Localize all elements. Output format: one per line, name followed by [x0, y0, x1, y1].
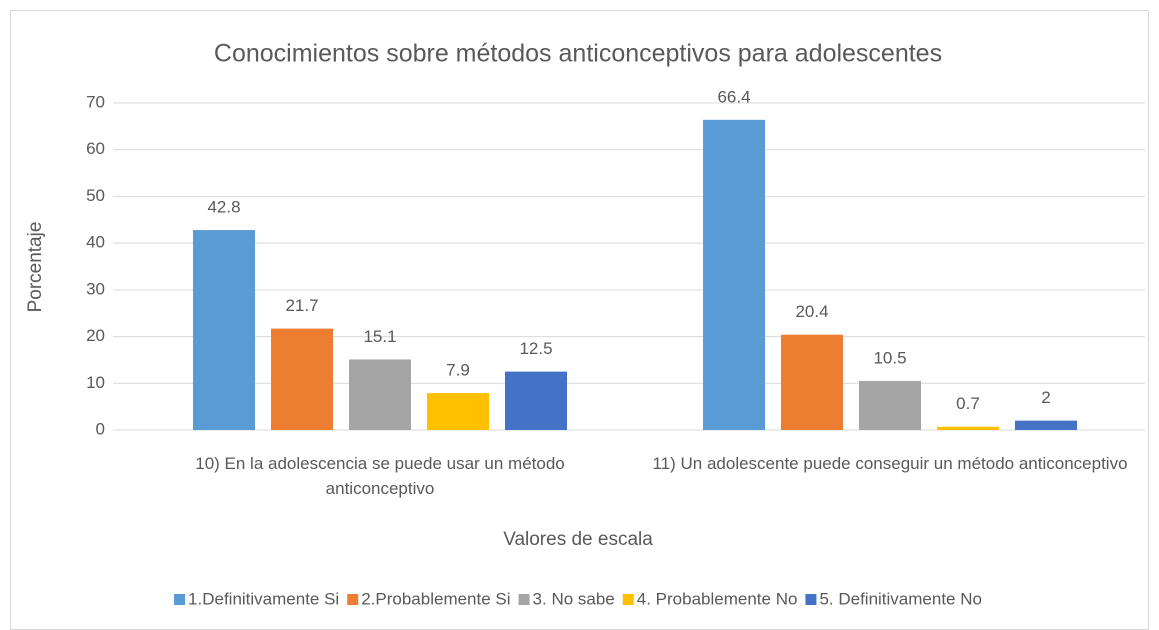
bar [427, 393, 489, 430]
legend-swatch [174, 594, 186, 605]
legend-swatch [805, 594, 817, 605]
legend-label: 5. Definitivamente No [819, 589, 982, 608]
data-label: 66.4 [717, 87, 750, 106]
x-tick-label-line: 11) Un adolescente puede conseguir un mé… [652, 454, 1127, 473]
data-label: 2 [1041, 388, 1050, 407]
bar [349, 359, 411, 430]
legend-label: 4. Probablemente No [637, 589, 798, 608]
y-tick-label: 70 [86, 92, 105, 111]
data-label: 15.1 [363, 327, 396, 346]
data-label: 10.5 [873, 348, 906, 367]
legend-label: 2.Probablemente Si [361, 589, 510, 608]
bar [703, 119, 765, 431]
x-tick-label-line: 10) En la adolescencia se puede usar un … [195, 454, 565, 473]
legend: 1.Definitivamente Si 2.Probablemente Si 3.… [174, 589, 982, 608]
data-label: 12.5 [519, 339, 552, 358]
legend-label: 3. No sabe [533, 589, 615, 608]
chart-title: Conocimientos sobre métodos anticoncepti… [214, 40, 942, 68]
bar [193, 230, 255, 430]
y-tick-label: 20 [86, 326, 105, 345]
legend-label: 1.Definitivamente Si [188, 589, 339, 608]
legend-swatch [622, 594, 634, 605]
x-tick-label: 11) Un adolescente puede conseguir un mé… [652, 454, 1127, 473]
bar [781, 334, 843, 430]
data-label: 42.8 [207, 198, 240, 217]
bar [937, 426, 999, 430]
data-label: 21.7 [285, 296, 318, 315]
legend-swatch [518, 594, 530, 605]
x-axis-title: Valores de escala [503, 529, 653, 550]
y-axis-title: Porcentaje [25, 222, 46, 313]
y-tick-label: 60 [86, 139, 105, 158]
data-label: 20.4 [795, 302, 828, 321]
y-tick-label: 0 [96, 419, 105, 438]
bar [859, 380, 921, 430]
data-label: 0.7 [956, 394, 980, 413]
bar [1015, 420, 1077, 430]
x-tick-label: 10) En la adolescencia se puede usar un … [195, 454, 565, 498]
x-tick-label-line: anticonceptivo [326, 479, 435, 498]
data-label: 7.9 [446, 361, 470, 380]
y-tick-label: 50 [86, 186, 105, 205]
y-tick-label: 40 [86, 233, 105, 252]
legend-swatch [347, 594, 359, 605]
y-tick-label: 30 [86, 279, 105, 298]
bar [505, 371, 567, 430]
bar [271, 328, 333, 430]
y-tick-label: 10 [86, 373, 105, 392]
